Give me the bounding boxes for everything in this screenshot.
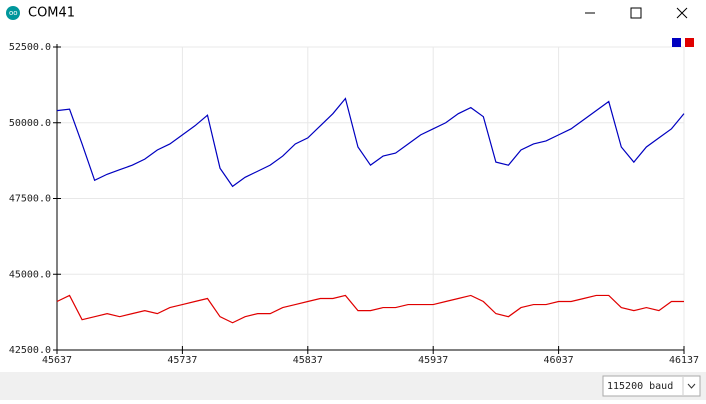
series-line bbox=[56, 294, 684, 324]
window-title: COM41 bbox=[28, 6, 75, 21]
baud-select[interactable] bbox=[602, 375, 701, 397]
x-tick-label: 46137 bbox=[669, 355, 699, 366]
series-line bbox=[56, 97, 685, 188]
legend-swatch bbox=[672, 38, 681, 47]
close-button[interactable] bbox=[676, 7, 688, 19]
y-tick-label: 47500.0 bbox=[9, 194, 51, 205]
x-tick-label: 45837 bbox=[293, 355, 323, 366]
plot: 42500.0 45000.0 47500.0 50000.0 52500.0 45637… bbox=[9, 38, 699, 366]
app-icon-glyph: oo bbox=[9, 9, 18, 17]
y-tick-label: 52500.0 bbox=[9, 42, 51, 53]
maximize-button[interactable] bbox=[630, 7, 642, 19]
y-tick-label: 50000.0 bbox=[9, 118, 51, 129]
title-bar bbox=[0, 0, 706, 28]
baud-label: 115200 baud bbox=[607, 381, 673, 392]
y-tick-label: 45000.0 bbox=[9, 269, 51, 280]
app-icon bbox=[6, 6, 20, 20]
x-tick-label: 45737 bbox=[167, 355, 197, 366]
select-chevron bbox=[687, 383, 696, 389]
status-bar bbox=[0, 372, 706, 400]
x-tick-label: 45637 bbox=[42, 355, 72, 366]
y-tick-label: 42500.0 bbox=[9, 345, 51, 356]
x-tick-label: 45937 bbox=[418, 355, 448, 366]
legend-swatch bbox=[685, 38, 694, 47]
x-tick-label: 46037 bbox=[544, 355, 574, 366]
